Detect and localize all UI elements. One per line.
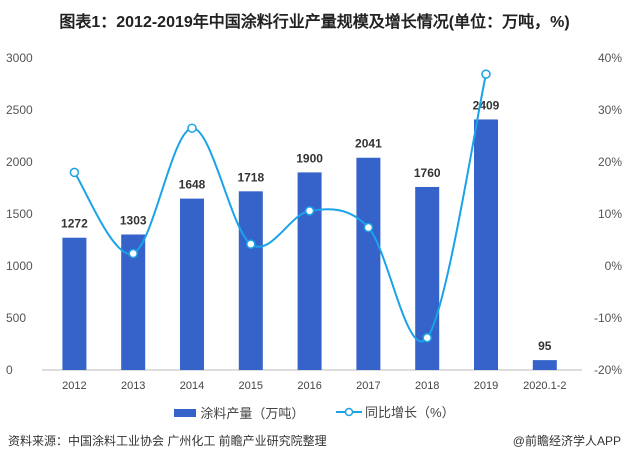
bar-value-label: 1718	[237, 170, 264, 184]
legend-bar: 涂料产量（万吨）	[174, 403, 304, 422]
x-tick-label: 2013	[121, 380, 145, 392]
left-tick-label: 0	[6, 363, 13, 377]
left-tick-label: 1500	[6, 207, 33, 221]
chart-title: 图表1：2012-2019年中国涂料行业产量规模及增长情况(单位：万吨，%)	[59, 14, 570, 31]
right-tick-label: 10%	[598, 207, 622, 221]
bar	[180, 198, 204, 370]
right-tick-label: 20%	[598, 155, 622, 169]
bar	[356, 157, 381, 370]
bar	[62, 237, 87, 370]
growth-point	[128, 248, 138, 259]
footer: 资料来源：中国涂料工业协会 广州化工 前瞻产业研究院整理 @前瞻经济学人APP	[8, 432, 621, 449]
growth-point	[246, 239, 256, 249]
bar	[474, 119, 498, 371]
bar-value-label: 2409	[473, 98, 500, 112]
growth-line	[73, 73, 487, 343]
bar-value-label: 2041	[355, 137, 382, 151]
x-tick-label: 2019	[474, 380, 498, 392]
x-tick-label: 2015	[239, 380, 263, 392]
growth-point	[69, 167, 80, 178]
growth-point	[422, 333, 432, 343]
right-tick-label: -20%	[594, 363, 622, 377]
right-tick-label: 30%	[598, 103, 622, 117]
growth-point	[481, 69, 491, 79]
legend-line-label: 同比增长（%）	[365, 405, 455, 420]
growth-point	[363, 222, 374, 233]
chart: 0 500 1000 1500 2000 2500 3000 -20% -10% 0% 10% 20%…	[6, 51, 623, 392]
left-tick-label: 2500	[6, 103, 33, 117]
x-tick-label: 2020.1-2	[523, 380, 566, 392]
x-tick-label: 2018	[415, 380, 439, 392]
legend: 涂料产量（万吨） 同比增长（%）	[0, 402, 629, 422]
bar-value-label: 95	[538, 339, 552, 353]
left-tick-label: 1000	[6, 259, 33, 273]
bar-value-label: 1272	[61, 217, 88, 231]
right-tick-label: 40%	[598, 51, 622, 65]
right-tick-label: 0%	[605, 259, 623, 273]
right-tick-label: -10%	[594, 311, 622, 325]
bar-value-label: 1900	[296, 151, 323, 165]
bar	[415, 186, 440, 370]
bar	[297, 172, 322, 370]
left-tick-label: 500	[6, 311, 26, 325]
x-tick-label: 2014	[180, 380, 204, 392]
growth-point	[187, 123, 197, 133]
x-tick-label: 2017	[356, 380, 380, 392]
legend-bar-label: 涂料产量（万吨）	[200, 406, 305, 421]
x-tick-label: 2012	[62, 380, 86, 392]
left-tick-label: 2000	[6, 155, 33, 169]
legend-bar-swatch	[174, 408, 197, 417]
left-tick-label: 3000	[6, 51, 33, 65]
bar-value-label: 1760	[414, 166, 441, 180]
bar-value-label: 1648	[179, 178, 206, 192]
growth-point	[304, 206, 315, 216]
source-note: 资料来源：中国涂料工业协会 广州化工 前瞻产业研究院整理	[8, 434, 327, 448]
bar	[238, 191, 263, 370]
bar	[532, 360, 557, 370]
x-tick-label: 2016	[297, 380, 321, 392]
legend-line-swatch	[336, 407, 363, 416]
bar-value-label: 1303	[120, 213, 147, 227]
legend-line: 同比增长（%）	[336, 402, 455, 421]
brand-credit: @前瞻经济学人APP	[512, 434, 621, 448]
